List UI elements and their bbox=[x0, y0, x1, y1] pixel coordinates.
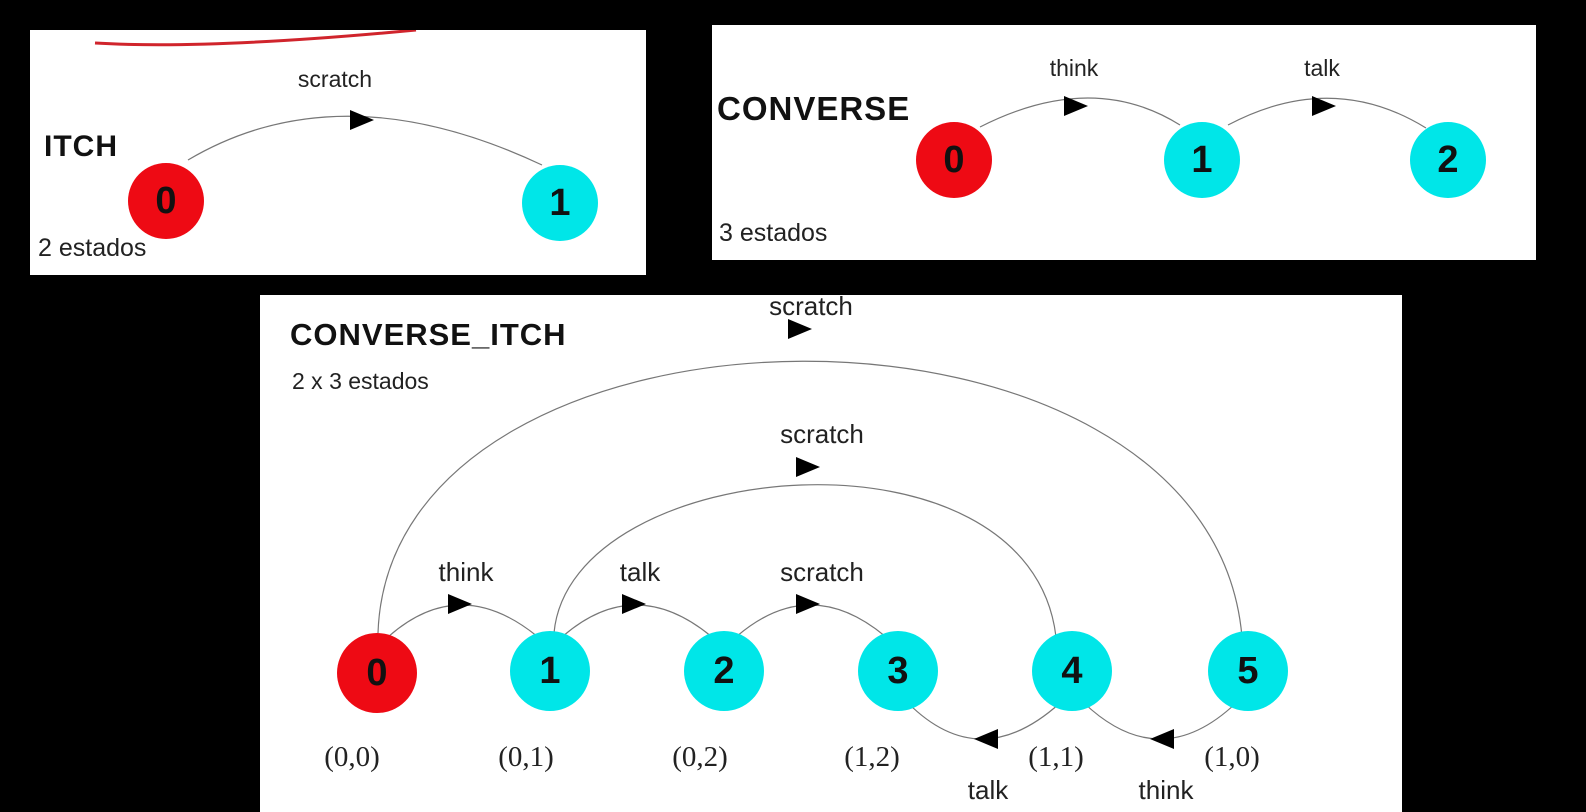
ci-edge-think-5-4 bbox=[1083, 702, 1237, 740]
itch-panel: ITCH 0 1 scratch 2 estados bbox=[30, 30, 646, 275]
ci-edge-think-0-1 bbox=[387, 604, 539, 638]
itch-state-0: 0 bbox=[128, 163, 204, 239]
itch-states-note: 2 estados bbox=[38, 234, 147, 262]
ci-edge-scratch-2-3-arrow bbox=[796, 594, 820, 614]
ci-edge-talk-1-2 bbox=[561, 604, 713, 638]
converse-edge-think bbox=[979, 97, 1181, 128]
ci-edge-talk-1-2-arrow bbox=[622, 594, 646, 614]
converse-states-note: 3 estados bbox=[719, 219, 828, 247]
ci-edge-think-0-1-arrow bbox=[448, 594, 472, 614]
ci-state-1: 1 bbox=[510, 631, 590, 711]
ci-edge-scratch-0-5-arrow bbox=[788, 319, 812, 339]
ci-pair-2: (0,2) bbox=[672, 741, 728, 773]
converse-state-1: 1 bbox=[1164, 122, 1240, 198]
ci-edge-label-think-0-1: think bbox=[438, 557, 494, 587]
converse-edge-label-talk: talk bbox=[1304, 55, 1340, 81]
itch-state-1: 1 bbox=[522, 165, 598, 241]
ci-edge-think-5-4-arrow bbox=[1150, 729, 1174, 749]
converse-edge-label-think: think bbox=[1049, 55, 1099, 81]
itch-edge-scratch-arrow bbox=[350, 110, 374, 130]
ci-edge-label-scratch-1-4: scratch bbox=[780, 419, 864, 449]
ci-edge-scratch-2-3 bbox=[735, 604, 887, 638]
ci-pair-1: (0,1) bbox=[498, 741, 554, 773]
converse-title: CONVERSE bbox=[717, 90, 911, 127]
ci-edge-label-talk-4-3: talk bbox=[967, 775, 1009, 805]
converse-state-0: 0 bbox=[916, 122, 992, 198]
ci-edge-label-scratch-0-5: scratch bbox=[769, 295, 853, 321]
ci-state-5: 5 bbox=[1208, 631, 1288, 711]
ci-edge-scratch-1-4 bbox=[553, 484, 1057, 638]
ci-pair-5: (1,0) bbox=[1204, 741, 1260, 773]
ci-edge-label-talk-1-2: talk bbox=[619, 557, 661, 587]
itch-title: ITCH bbox=[44, 130, 118, 163]
converse-itch-panel: CONVERSE_ITCH 2 x 3 estados 0 1 2 3 4 5 … bbox=[260, 295, 1402, 812]
converse-edge-talk-arrow bbox=[1312, 96, 1336, 116]
red-annotation-stroke bbox=[94, 30, 417, 47]
converse-edge-talk bbox=[1227, 97, 1427, 129]
ci-edge-label-scratch-2-3: scratch bbox=[780, 557, 864, 587]
ci-edge-label-think-5-4: think bbox=[1138, 775, 1194, 805]
itch-graph bbox=[94, 30, 543, 166]
ci-edge-talk-4-3-arrow bbox=[974, 729, 998, 749]
ci-state-3: 3 bbox=[858, 631, 938, 711]
ci-edge-scratch-0-5 bbox=[377, 360, 1243, 638]
itch-edge-label-scratch: scratch bbox=[297, 66, 373, 92]
converse-itch-states-note: 2 x 3 estados bbox=[292, 368, 429, 394]
converse-itch-graph bbox=[377, 319, 1243, 749]
ci-state-4: 4 bbox=[1032, 631, 1112, 711]
ci-state-2: 2 bbox=[684, 631, 764, 711]
ci-pair-3: (1,2) bbox=[844, 741, 900, 773]
converse-edge-think-arrow bbox=[1064, 96, 1088, 116]
ci-pair-0: (0,0) bbox=[324, 741, 380, 773]
ci-edge-talk-4-3 bbox=[907, 702, 1061, 740]
ci-pair-4: (1,1) bbox=[1028, 741, 1084, 773]
converse-graph bbox=[979, 96, 1427, 129]
converse-state-2: 2 bbox=[1410, 122, 1486, 198]
ci-edge-scratch-1-4-arrow bbox=[796, 457, 820, 477]
ci-state-0: 0 bbox=[337, 633, 417, 713]
converse-itch-title: CONVERSE_ITCH bbox=[290, 317, 567, 352]
converse-panel: CONVERSE 0 1 2 think talk 3 estados bbox=[712, 25, 1536, 260]
